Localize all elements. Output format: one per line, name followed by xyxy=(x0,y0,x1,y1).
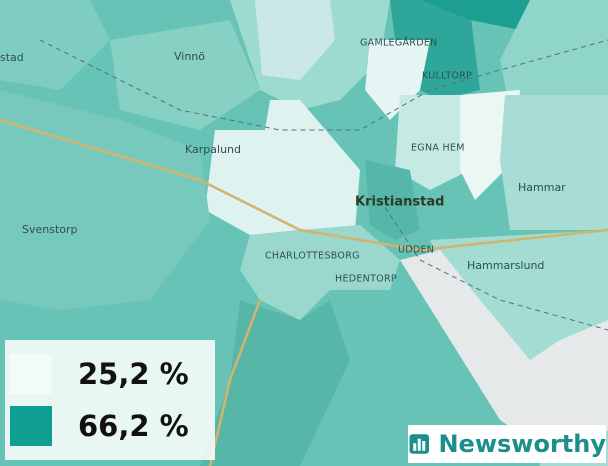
place-label: UDDEN xyxy=(398,245,434,256)
place-label: Kristianstad xyxy=(355,195,444,210)
area xyxy=(395,95,470,190)
logo-text: Newsworthy xyxy=(438,430,606,458)
water xyxy=(400,250,608,460)
area xyxy=(500,95,608,230)
area xyxy=(110,20,260,130)
area xyxy=(0,90,210,310)
area xyxy=(500,0,608,110)
area xyxy=(365,40,430,120)
legend-label: 66,2 % xyxy=(78,409,189,443)
area xyxy=(240,225,400,320)
place-label: CHARLOTTESBORG xyxy=(265,251,360,262)
place-label: EGNA HEM xyxy=(411,143,465,154)
legend-label: 25,2 % xyxy=(78,357,189,391)
legend: 25,2 % 66,2 % xyxy=(5,340,215,460)
road xyxy=(208,299,262,466)
railway xyxy=(379,199,608,331)
area xyxy=(0,0,110,90)
place-label: Vinnö xyxy=(174,50,205,63)
logo-icon xyxy=(409,434,429,454)
place-label: Karpalund xyxy=(185,143,241,156)
legend-item: 66,2 % xyxy=(10,406,189,446)
place-label: stad xyxy=(0,51,24,64)
place-label: Hammarslund xyxy=(467,259,544,272)
area xyxy=(365,160,420,240)
area xyxy=(255,0,335,80)
road xyxy=(0,118,608,252)
place-label: HEDENTORP xyxy=(335,274,397,285)
area xyxy=(200,300,350,466)
place-label: GAMLEGÅRDEN xyxy=(360,37,438,49)
place-label: Svenstorp xyxy=(22,223,78,236)
place-label: Hammar xyxy=(518,181,566,194)
legend-swatch xyxy=(10,406,52,446)
place-labels: stad Vinnö GAMLEGÅRDEN KULLTORP Karpalund EGN… xyxy=(0,37,566,285)
legend-item: 25,2 % xyxy=(10,354,189,394)
legend-swatch xyxy=(10,354,52,394)
railway xyxy=(39,39,608,131)
place-label: KULLTORP xyxy=(422,71,472,82)
area xyxy=(420,0,530,30)
area xyxy=(205,100,360,240)
logo[interactable]: Newsworthy xyxy=(408,425,606,463)
